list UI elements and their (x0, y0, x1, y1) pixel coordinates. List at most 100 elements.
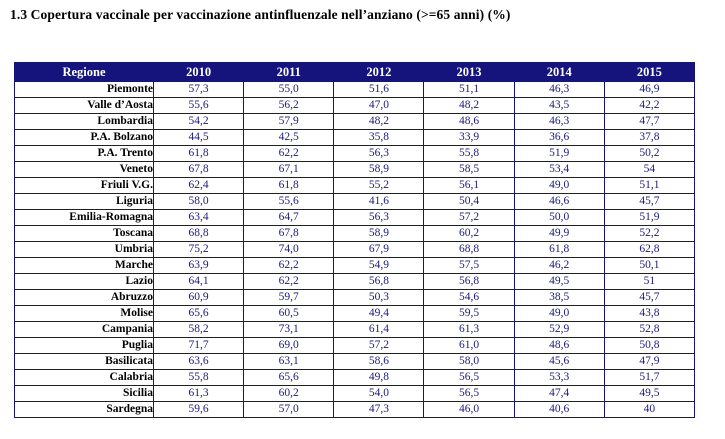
value-cell: 62,2 (243, 273, 335, 290)
value-cell: 51,6 (333, 81, 425, 98)
value-cell: 60,5 (243, 305, 335, 322)
value-cell: 43,5 (513, 97, 605, 114)
value-cell: 62,4 (152, 177, 245, 194)
value-cell: 42,5 (243, 129, 335, 146)
value-cell: 57,0 (243, 401, 335, 418)
value-cell: 67,8 (243, 225, 335, 242)
value-cell: 55,8 (423, 145, 515, 162)
table-row: Marche 63,9 62,2 54,9 57,5 46,2 50,1 (14, 257, 696, 274)
value-cell: 46,0 (423, 401, 515, 418)
region-cell: Puglia (14, 337, 154, 354)
value-cell: 48,6 (423, 113, 515, 130)
value-cell: 50,0 (513, 209, 605, 226)
value-cell: 56,8 (423, 273, 515, 290)
value-cell: 56,2 (243, 97, 335, 114)
region-cell: P.A. Trento (14, 145, 154, 162)
region-cell: Veneto (14, 161, 154, 178)
value-cell: 53,3 (513, 369, 605, 386)
column-header: 2011 (243, 62, 335, 82)
value-cell: 51,1 (423, 81, 515, 98)
value-cell: 48,2 (423, 97, 515, 114)
value-cell: 62,2 (243, 145, 335, 162)
value-cell: 54,9 (333, 257, 425, 274)
table-row: Sicilia 61,3 60,2 54,0 56,5 47,4 49,5 (14, 385, 696, 402)
value-cell: 56,1 (423, 177, 515, 194)
region-cell: Sardegna (14, 401, 154, 418)
region-cell: Friuli V.G. (14, 177, 154, 194)
value-cell: 68,8 (423, 241, 515, 258)
value-cell: 35,8 (333, 129, 425, 146)
region-cell: Piemonte (14, 81, 154, 98)
value-cell: 50,4 (423, 193, 515, 210)
value-cell: 49,0 (513, 305, 605, 322)
table-row: Puglia 71,7 69,0 57,2 61,0 48,6 50,8 (14, 337, 696, 354)
value-cell: 63,6 (152, 353, 245, 370)
value-cell: 55,6 (243, 193, 335, 210)
value-cell: 67,8 (152, 161, 245, 178)
value-cell: 61,8 (513, 241, 605, 258)
value-cell: 61,0 (423, 337, 515, 354)
table-row: Veneto 67,8 67,1 58,9 58,5 53,4 54 (14, 161, 696, 178)
value-cell: 49,0 (513, 177, 605, 194)
value-cell: 50,1 (603, 257, 696, 274)
value-cell: 62,8 (603, 241, 696, 258)
value-cell: 54,0 (333, 385, 425, 402)
value-cell: 42,2 (603, 97, 696, 114)
value-cell: 58,0 (423, 353, 515, 370)
table-row: Basilicata 63,6 63,1 58,6 58,0 45,6 47,9 (14, 353, 696, 370)
value-cell: 49,5 (603, 385, 696, 402)
value-cell: 56,5 (423, 369, 515, 386)
value-cell: 56,8 (333, 273, 425, 290)
value-cell: 49,9 (513, 225, 605, 242)
value-cell: 55,8 (152, 369, 245, 386)
region-cell: Basilicata (14, 353, 154, 370)
column-header: 2010 (152, 62, 245, 82)
value-cell: 56,5 (423, 385, 515, 402)
table-row: Molise 65,6 60,5 49,4 59,5 49,0 43,8 (14, 305, 696, 322)
region-cell: Emilia-Romagna (14, 209, 154, 226)
value-cell: 50,2 (603, 145, 696, 162)
value-cell: 58,2 (152, 321, 245, 338)
value-cell: 55,0 (243, 81, 335, 98)
value-cell: 64,1 (152, 273, 245, 290)
value-cell: 56,3 (333, 145, 425, 162)
value-cell: 75,2 (152, 241, 245, 258)
table-row: Lombardia 54,2 57,9 48,2 48,6 46,3 47,7 (14, 113, 696, 130)
table-row: P.A. Bolzano 44,5 42,5 35,8 33,9 36,6 37,8 (14, 129, 696, 146)
value-cell: 48,6 (513, 337, 605, 354)
value-cell: 45,6 (513, 353, 605, 370)
value-cell: 59,7 (243, 289, 335, 306)
value-cell: 41,6 (333, 193, 425, 210)
value-cell: 55,2 (333, 177, 425, 194)
value-cell: 50,8 (603, 337, 696, 354)
value-cell: 56,3 (333, 209, 425, 226)
region-cell: Lazio (14, 273, 154, 290)
value-cell: 60,9 (152, 289, 245, 306)
value-cell: 68,8 (152, 225, 245, 242)
column-header: 2015 (603, 62, 696, 82)
region-cell: Valle d’Aosta (14, 97, 154, 114)
table-row: Valle d’Aosta 55,6 56,2 47,0 48,2 43,5 42,2 (14, 97, 696, 114)
value-cell: 67,9 (333, 241, 425, 258)
value-cell: 40,6 (513, 401, 605, 418)
value-cell: 74,0 (243, 241, 335, 258)
region-cell: Umbria (14, 241, 154, 258)
page-title: 1.3 Copertura vaccinale per vaccinazione… (10, 7, 511, 22)
column-header: Regione (14, 62, 154, 82)
value-cell: 43,8 (603, 305, 696, 322)
value-cell: 36,6 (513, 129, 605, 146)
value-cell: 60,2 (243, 385, 335, 402)
value-cell: 47,7 (603, 113, 696, 130)
region-cell: Marche (14, 257, 154, 274)
value-cell: 57,2 (333, 337, 425, 354)
value-cell: 61,8 (152, 145, 245, 162)
value-cell: 58,6 (333, 353, 425, 370)
table-row: Friuli V.G. 62,4 61,8 55,2 56,1 49,0 51,1 (14, 177, 696, 194)
value-cell: 54,2 (152, 113, 245, 130)
value-cell: 60,2 (423, 225, 515, 242)
region-cell: Molise (14, 305, 154, 322)
value-cell: 40 (603, 401, 696, 418)
region-cell: Abruzzo (14, 289, 154, 306)
value-cell: 58,9 (333, 161, 425, 178)
value-cell: 61,4 (333, 321, 425, 338)
